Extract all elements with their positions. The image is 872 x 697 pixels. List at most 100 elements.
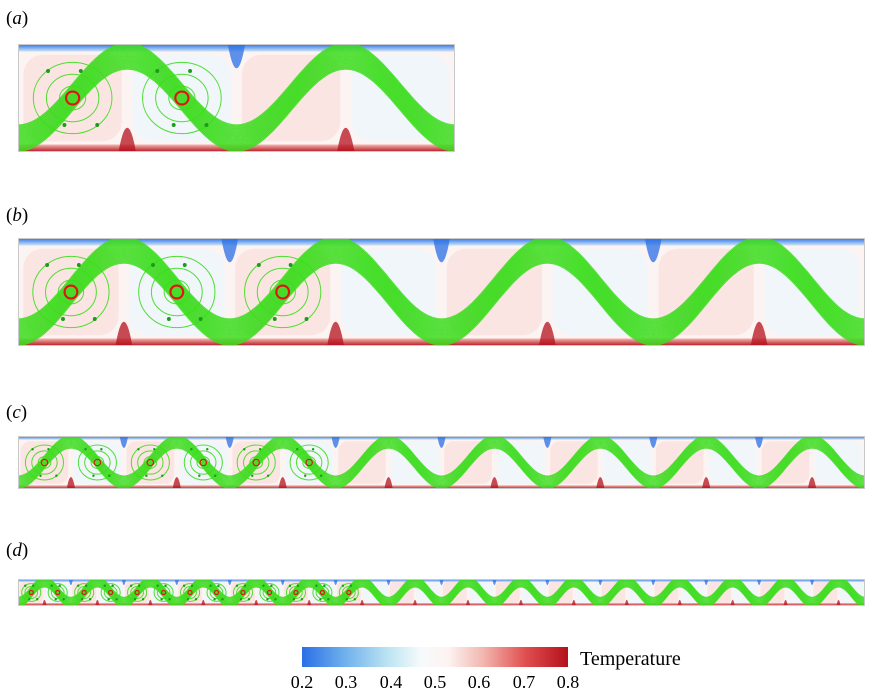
trajectory-band <box>18 251 865 337</box>
trajectory-band <box>18 437 865 479</box>
cold-plume <box>644 238 662 263</box>
hot-plume <box>278 477 287 489</box>
cold-plume <box>119 436 129 448</box>
trajectory-band <box>18 242 865 327</box>
trapped-trajectory <box>206 583 227 602</box>
trajectory-band <box>18 259 865 344</box>
trapped-trajectory <box>265 589 274 596</box>
trapped-trajectory <box>133 589 141 596</box>
trapped-trajectory <box>209 586 224 599</box>
panel-frame <box>18 579 865 606</box>
particle-marker <box>39 474 42 477</box>
hot-plume <box>677 599 682 606</box>
particle-marker <box>319 598 322 601</box>
particle-marker <box>182 263 187 267</box>
red-trapped-vortex <box>93 458 102 467</box>
cold-plume <box>227 44 246 69</box>
red-trapped-vortex <box>199 458 208 467</box>
trapped-trajectory <box>27 589 35 596</box>
trapped-trajectory <box>159 589 168 596</box>
particle-marker <box>256 263 261 267</box>
trajectory-band <box>18 44 455 127</box>
particle-marker <box>198 317 203 321</box>
hot-plume <box>337 127 355 152</box>
trajectory-band <box>18 240 865 325</box>
particle-marker <box>198 474 201 477</box>
particle-marker <box>61 317 65 321</box>
trajectory-band <box>18 580 865 602</box>
particle-marker <box>247 598 251 601</box>
panel-frame <box>18 44 455 152</box>
trapped-trajectory <box>130 586 144 599</box>
hot-plume <box>359 599 365 606</box>
hot-plume <box>148 599 153 606</box>
hot-plume <box>42 599 47 606</box>
particle-marker <box>62 123 67 127</box>
cold-plume <box>121 579 126 586</box>
trapped-trajectory <box>32 61 113 135</box>
trajectory-band <box>18 579 865 600</box>
particle-marker <box>129 584 133 587</box>
particle-marker <box>190 584 194 587</box>
trajectory-band <box>18 444 865 487</box>
panel-frame <box>18 238 865 346</box>
particle-marker <box>168 598 171 601</box>
particle-marker <box>31 448 34 451</box>
trapped-trajectory <box>236 444 276 481</box>
trapped-trajectory <box>236 586 250 599</box>
red-trapped-vortex <box>40 458 49 467</box>
hot-plume <box>95 599 100 606</box>
trajectory-band <box>18 438 865 481</box>
trapped-trajectory <box>45 73 100 123</box>
trajectory-band <box>18 579 865 598</box>
hot-plume <box>412 599 418 606</box>
particle-marker <box>266 598 269 601</box>
particle-marker <box>32 584 35 587</box>
particle-marker <box>151 263 155 267</box>
trapped-trajectory <box>155 73 209 123</box>
colorbar-tick: 0.8 <box>556 672 580 692</box>
trapped-trajectory <box>24 444 65 481</box>
particle-marker <box>288 263 293 267</box>
hot-plume <box>750 321 768 346</box>
hot-plume <box>490 477 499 489</box>
particle-marker <box>62 598 65 601</box>
trapped-trajectory <box>289 444 329 481</box>
particle-marker <box>272 317 277 321</box>
trapped-trajectory <box>103 586 118 599</box>
red-trapped-vortex <box>169 284 185 300</box>
hot-plume <box>172 477 182 489</box>
particle-marker <box>323 584 326 587</box>
red-trapped-vortex <box>64 90 81 106</box>
trajectory-band <box>18 261 865 346</box>
trajectory-band <box>18 445 865 488</box>
panel-frame <box>18 436 865 489</box>
red-trapped-vortex <box>252 458 260 467</box>
colorbar-tick: 0.2 <box>290 672 314 692</box>
trapped-trajectory <box>143 456 158 469</box>
particle-marker <box>274 598 277 601</box>
temperature-field-panel-b <box>18 238 865 346</box>
particle-marker <box>137 584 141 587</box>
cold-plume <box>174 579 179 586</box>
hot-plume <box>201 599 206 606</box>
particle-marker <box>54 598 57 601</box>
temperature-field-panel-a <box>18 44 455 152</box>
particle-marker <box>111 584 114 587</box>
trapped-trajectory <box>156 586 171 599</box>
colorbar-tick: 0.7 <box>512 672 536 692</box>
trapped-trajectory <box>292 589 300 596</box>
particle-marker <box>153 448 156 451</box>
trapped-trajectory <box>138 255 216 329</box>
trapped-trajectory <box>315 586 330 599</box>
red-trapped-vortex <box>55 589 61 596</box>
hot-plume <box>118 127 136 152</box>
particle-marker <box>88 598 92 601</box>
cold-plume <box>651 579 656 586</box>
trapped-trajectory <box>289 586 303 599</box>
particle-marker <box>345 598 349 601</box>
trapped-trajectory <box>24 586 39 599</box>
trapped-trajectory <box>57 279 85 305</box>
panel-label-b: (b) <box>6 205 29 226</box>
trapped-trajectory <box>130 444 170 481</box>
